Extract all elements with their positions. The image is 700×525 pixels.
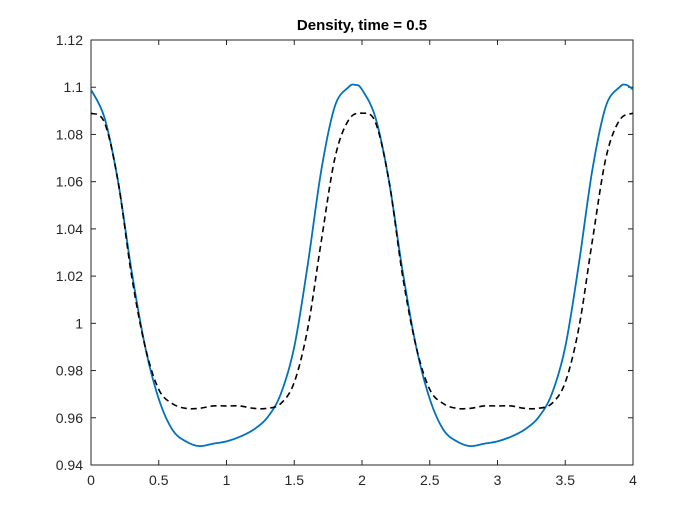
y-tick-label: 1.12 xyxy=(56,32,83,48)
x-tick-label: 1 xyxy=(223,472,231,488)
x-tick-label: 0 xyxy=(87,472,95,488)
y-tick-label: 0.94 xyxy=(56,457,83,473)
y-tick-label: 1 xyxy=(75,315,83,331)
y-tick-label: 1.06 xyxy=(56,174,83,190)
y-tick-label: 0.96 xyxy=(56,410,83,426)
x-tick-label: 2 xyxy=(358,472,366,488)
x-tick-label: 4 xyxy=(629,472,637,488)
plot-area xyxy=(90,39,634,466)
x-tick-label: 2.5 xyxy=(420,472,440,488)
series-line-dashed xyxy=(90,112,634,410)
x-tick-label: 1.5 xyxy=(285,472,305,488)
y-tick-label: 0.98 xyxy=(56,363,83,379)
series-line-solid xyxy=(90,83,634,448)
x-tick-label: 0.5 xyxy=(149,472,169,488)
y-tick-label: 1.1 xyxy=(64,79,84,95)
y-axis: 0.94 0.96 0.98 1 1.02 1.04 1.06 1.08 1.1 1.12 xyxy=(56,32,633,473)
x-tick-label: 3.5 xyxy=(556,472,576,488)
y-tick-label: 1.08 xyxy=(56,126,83,142)
y-tick-label: 1.04 xyxy=(56,221,83,237)
chart-title: Density, time = 0.5 xyxy=(297,17,427,34)
y-tick-label: 1.02 xyxy=(56,268,83,284)
x-axis: 0 0.5 1 1.5 2 2.5 3 3.5 4 xyxy=(87,40,637,488)
series-layer xyxy=(90,83,634,448)
x-tick-label: 3 xyxy=(494,472,502,488)
